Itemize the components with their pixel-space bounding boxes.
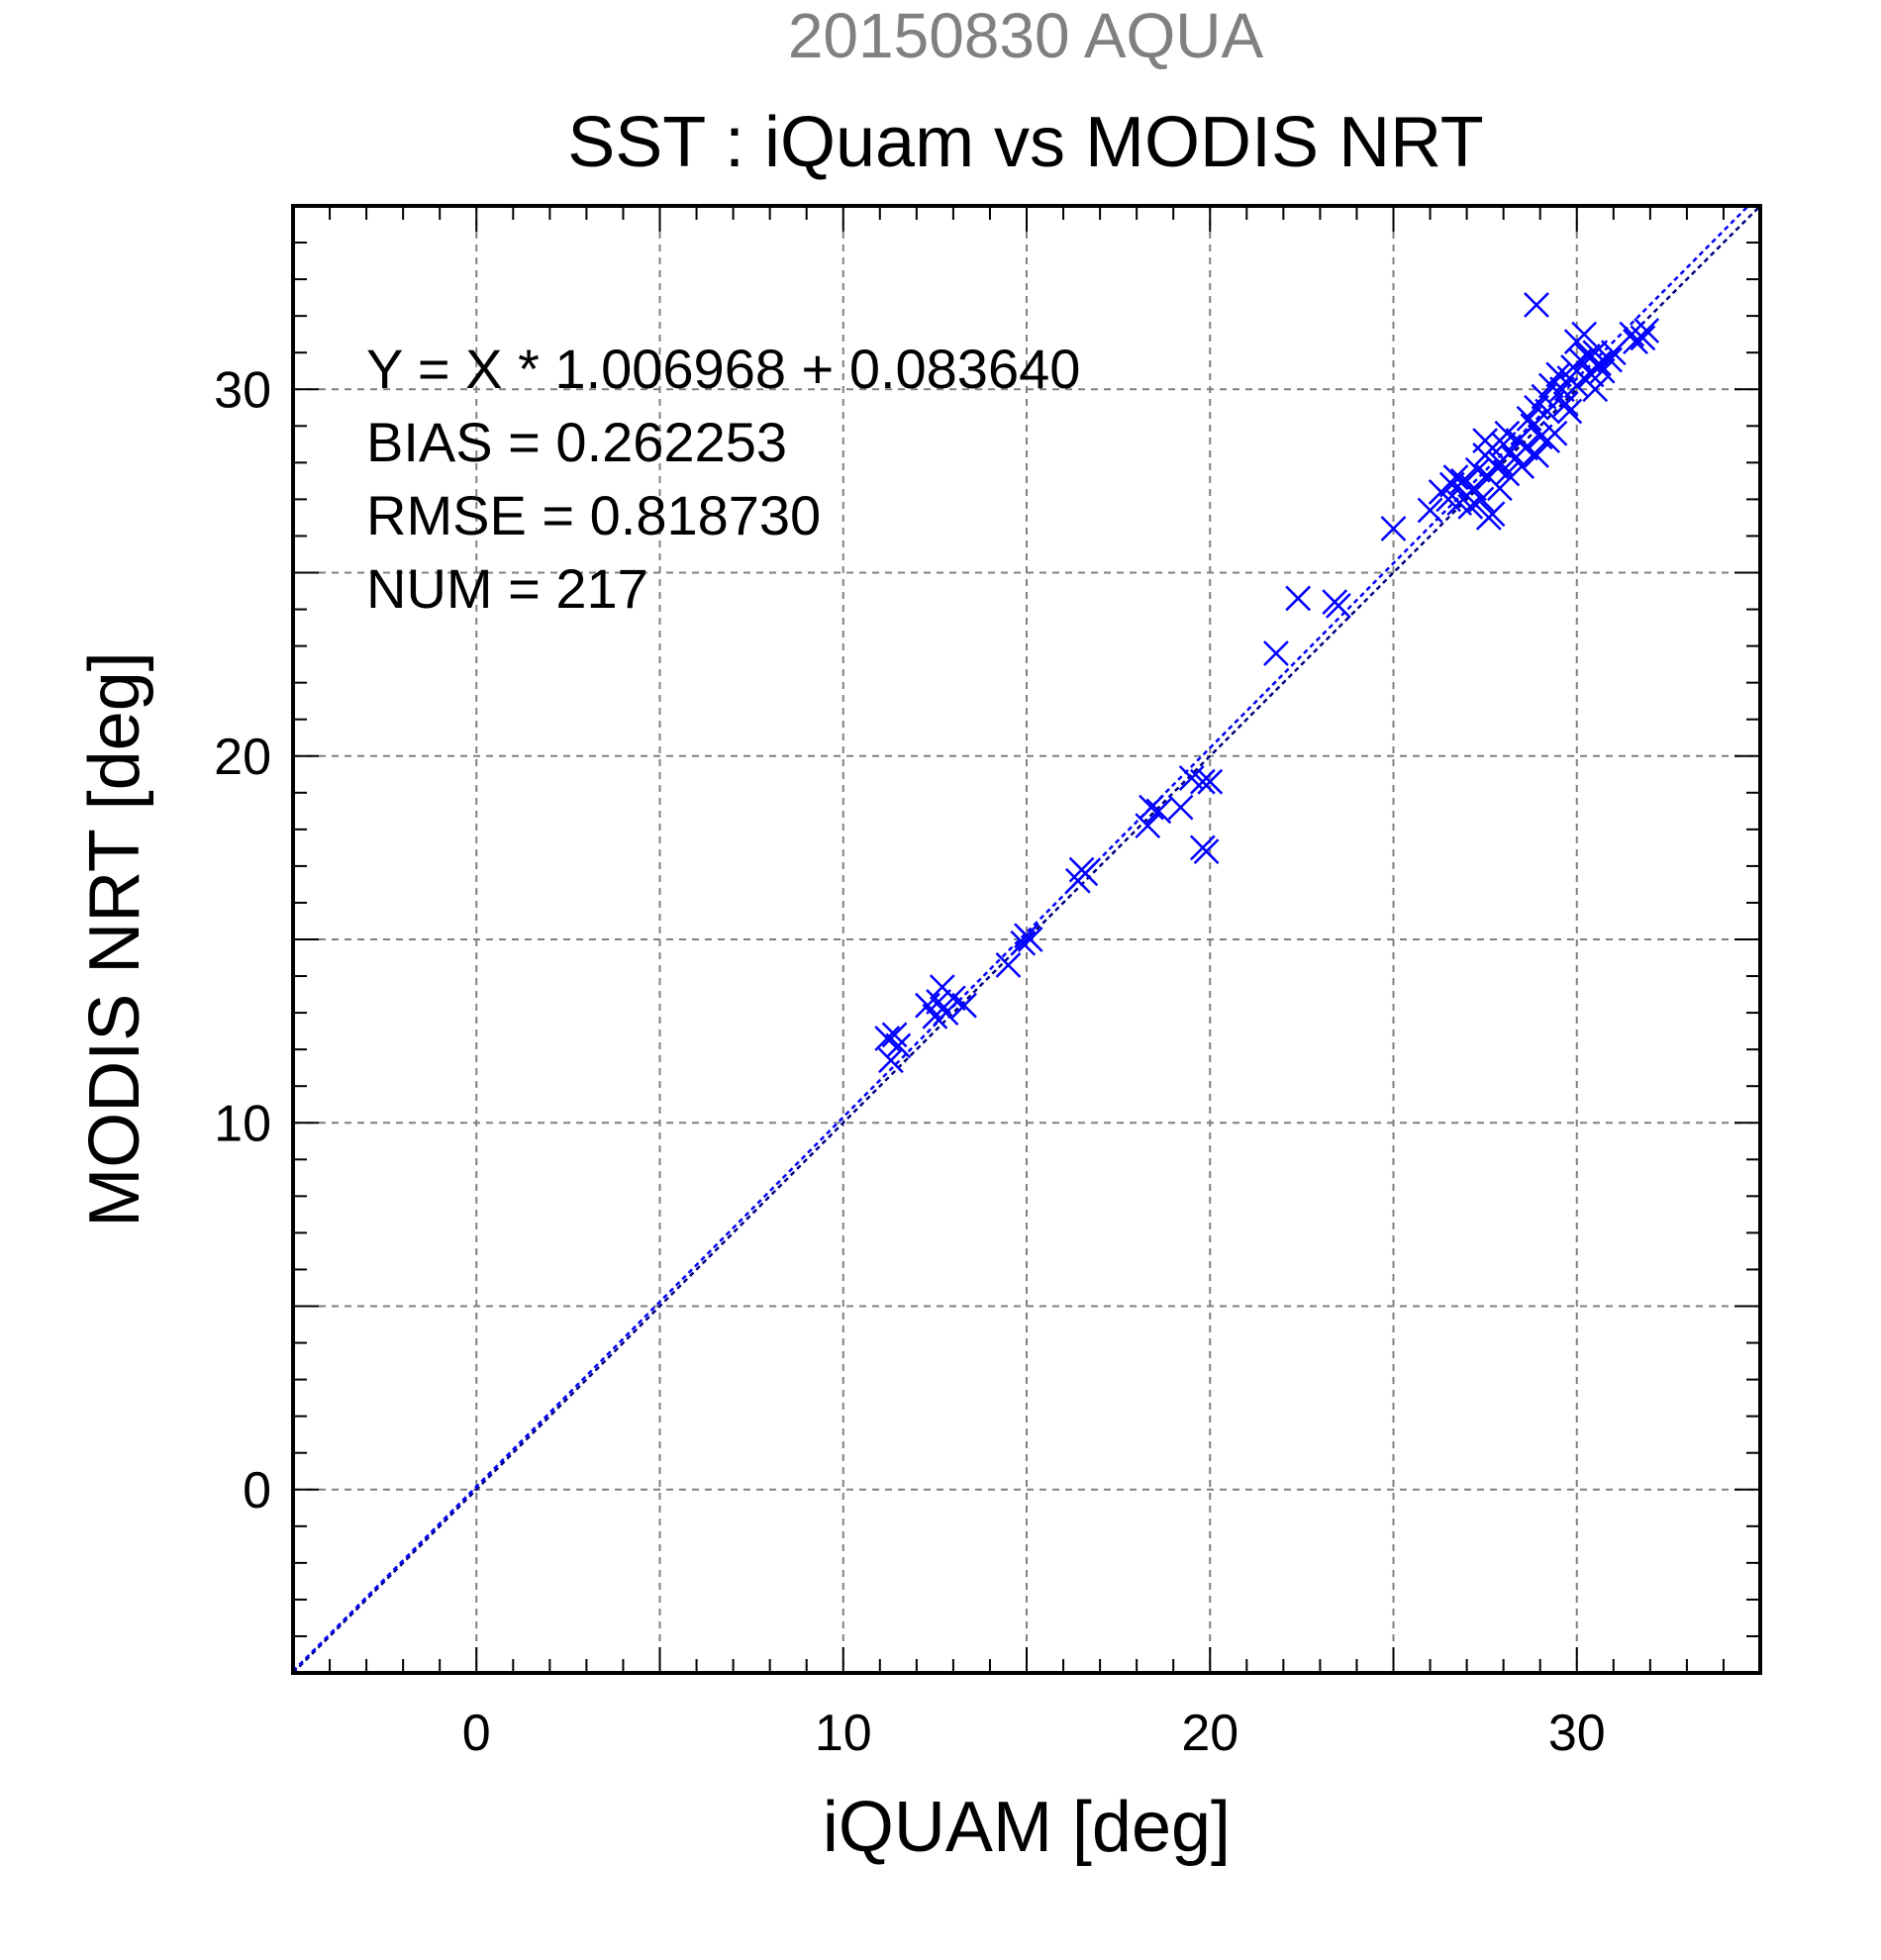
chart-title: SST : iQuam vs MODIS NRT (567, 103, 1484, 182)
data-point (951, 992, 977, 1019)
y-axis-label: MODIS NRT [deg] (75, 651, 154, 1227)
data-point (1549, 376, 1575, 403)
data-point (1494, 420, 1521, 446)
data-point (1326, 592, 1351, 619)
chart-header: 20150830 AQUA (788, 0, 1264, 71)
data-point (874, 1026, 901, 1051)
data-point (1623, 329, 1648, 354)
data-point (1571, 321, 1598, 347)
data-point (1531, 383, 1557, 410)
data-point (1516, 406, 1542, 432)
data-point (1524, 442, 1549, 468)
data-point (1630, 325, 1656, 351)
data-point (878, 1047, 904, 1074)
y-tick-label: 10 (214, 1095, 271, 1152)
grid-lines (293, 206, 1760, 1673)
tick-labels: 0 0 10 10 20 20 30 30 (214, 361, 1606, 1762)
data-point (1285, 585, 1312, 612)
data-point (1417, 497, 1443, 524)
data-point (1014, 923, 1040, 949)
plot-frame (291, 204, 1762, 1675)
data-point (1552, 391, 1579, 417)
data-point (1145, 798, 1172, 825)
data-point (995, 952, 1022, 978)
data-point (1010, 930, 1037, 956)
data-point (926, 989, 951, 1015)
data-point (1468, 486, 1495, 513)
y-tick-label: 0 (243, 1462, 271, 1519)
data-point (1189, 768, 1216, 795)
x-tick-label: 30 (1548, 1705, 1606, 1762)
data-point (1534, 428, 1560, 454)
data-point (1556, 398, 1583, 425)
data-point (1597, 346, 1623, 373)
data-point (1582, 376, 1609, 403)
data-point (1068, 856, 1095, 883)
data-point (1167, 794, 1194, 821)
data-point (1494, 460, 1521, 487)
data-point (1479, 501, 1506, 528)
stats-line-bias: BIAS = 0.262253 (366, 411, 787, 473)
data-point (1524, 292, 1549, 318)
data-points (874, 292, 1660, 1074)
data-point (1534, 398, 1560, 425)
data-point (1512, 435, 1538, 461)
data-point (1138, 794, 1164, 821)
data-point (1442, 464, 1469, 491)
data-point (1589, 357, 1616, 384)
data-point (1263, 640, 1289, 666)
stats-line-rmse: RMSE = 0.818730 (366, 484, 821, 546)
data-point (940, 985, 966, 1012)
stats-box: Y = X * 1.006968 + 0.083640 BIAS = 0.262… (366, 338, 1080, 620)
y-tick-label: 20 (214, 729, 271, 786)
x-tick-label: 0 (462, 1705, 491, 1762)
data-point (1487, 475, 1513, 502)
data-point (881, 1022, 908, 1048)
y-tick-label: 30 (214, 361, 271, 419)
x-tick-label: 10 (815, 1705, 872, 1762)
stats-line-num: NUM = 217 (366, 557, 648, 620)
data-point (1380, 516, 1407, 541)
data-point (1189, 834, 1216, 861)
data-point (1472, 428, 1499, 454)
data-point (1197, 768, 1224, 795)
x-tick-label: 20 (1181, 1705, 1238, 1762)
data-point (933, 1000, 959, 1026)
stats-line-regression: Y = X * 1.006968 + 0.083640 (366, 338, 1080, 400)
x-axis-label: iQUAM [deg] (823, 1788, 1231, 1867)
